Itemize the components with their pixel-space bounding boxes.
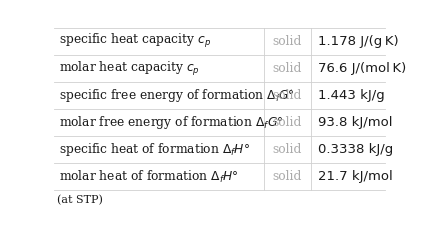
Text: specific heat capacity $c_p$: specific heat capacity $c_p$ <box>59 32 212 51</box>
Text: 0.3338 kJ/g: 0.3338 kJ/g <box>318 143 393 156</box>
Text: 93.8 kJ/mol: 93.8 kJ/mol <box>318 116 392 129</box>
Text: solid: solid <box>273 170 302 183</box>
Text: molar heat of formation $\Delta_f H°$: molar heat of formation $\Delta_f H°$ <box>59 169 239 185</box>
Text: solid: solid <box>273 116 302 129</box>
Text: solid: solid <box>273 89 302 102</box>
Text: 76.6 J/(mol K): 76.6 J/(mol K) <box>318 62 406 75</box>
Text: solid: solid <box>273 62 302 75</box>
Text: solid: solid <box>273 35 302 48</box>
Text: (at STP): (at STP) <box>57 195 103 205</box>
Text: 1.443 kJ/g: 1.443 kJ/g <box>318 89 385 102</box>
Text: solid: solid <box>273 143 302 156</box>
Text: 21.7 kJ/mol: 21.7 kJ/mol <box>318 170 392 183</box>
Text: 1.178 J/(g K): 1.178 J/(g K) <box>318 35 398 48</box>
Text: specific free energy of formation $\Delta_f G°$: specific free energy of formation $\Delt… <box>59 87 295 104</box>
Text: molar heat capacity $c_p$: molar heat capacity $c_p$ <box>59 60 200 78</box>
Text: specific heat of formation $\Delta_f H°$: specific heat of formation $\Delta_f H°$ <box>59 141 250 158</box>
Text: molar free energy of formation $\Delta_f G°$: molar free energy of formation $\Delta_f… <box>59 114 284 131</box>
